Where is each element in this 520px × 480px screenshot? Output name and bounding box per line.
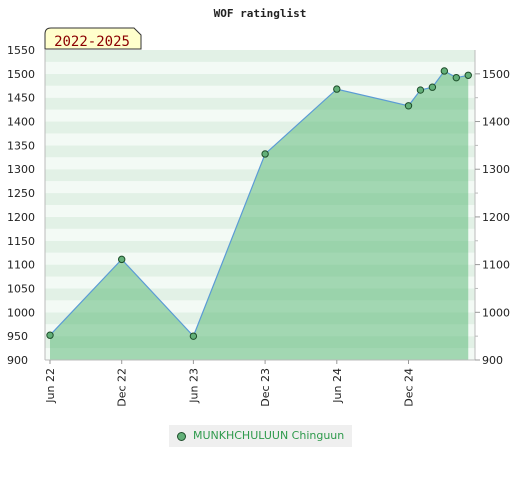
axes: 900 950 1000 1050 1100 1150 1200 1250 1300 1350 14… xyxy=(7,44,510,407)
band xyxy=(45,97,475,110)
band xyxy=(45,157,475,170)
data-points xyxy=(46,67,472,340)
y-tick-right-label: 1000 xyxy=(482,306,510,319)
band xyxy=(45,145,475,158)
data-point xyxy=(428,83,437,91)
chart-title: WOF ratinglist xyxy=(214,7,307,20)
x-tick-label: Dec 22 xyxy=(116,368,129,407)
legend-marker xyxy=(177,432,186,441)
y-tick-left-label: 1000 xyxy=(7,306,35,319)
band xyxy=(45,61,475,74)
data-point xyxy=(333,85,341,93)
y-tick-left-label: 1250 xyxy=(7,187,35,200)
y-tick-right-label: 1300 xyxy=(482,163,510,176)
y-tick-left-label: 1400 xyxy=(7,116,35,129)
y-tick-left-label: 1450 xyxy=(7,92,35,105)
x-tick-label: Dec 23 xyxy=(259,368,272,407)
band xyxy=(45,133,475,146)
data-point xyxy=(118,255,126,264)
band xyxy=(45,73,475,86)
y-tick-left-label: 1200 xyxy=(7,211,35,224)
x-tick-label: Jun 23 xyxy=(187,368,200,404)
data-point xyxy=(452,73,460,82)
data-point xyxy=(416,86,425,94)
y-tick-left-label: 1100 xyxy=(7,259,35,272)
y-tick-left-label: 1300 xyxy=(7,163,35,176)
band xyxy=(45,121,475,134)
y-tick-right-label: 1100 xyxy=(482,259,510,272)
y-tick-left-label: 900 xyxy=(7,354,28,367)
y-tick-left-label: 1150 xyxy=(7,235,35,248)
period-badge: 2022-2025 xyxy=(44,27,142,50)
band xyxy=(45,50,475,62)
data-point xyxy=(404,102,413,110)
y-tick-left-label: 1550 xyxy=(7,44,35,57)
data-point xyxy=(261,150,269,158)
x-tick-label: Dec 24 xyxy=(403,368,416,407)
band xyxy=(45,85,475,98)
y-tick-left-label: 1350 xyxy=(7,139,35,152)
y-tick-right-label: 1400 xyxy=(482,116,510,129)
data-point xyxy=(46,331,54,339)
legend-label: MUNKHCHULUUN Chinguun xyxy=(193,429,345,442)
data-point xyxy=(464,71,472,79)
data-point xyxy=(440,67,449,75)
area-fill xyxy=(50,70,469,360)
y-tick-left-label: 1050 xyxy=(7,282,35,295)
legend: MUNKHCHULUUN Chinguun xyxy=(169,425,353,447)
y-tick-right-label: 1200 xyxy=(482,211,510,224)
data-point xyxy=(189,332,198,340)
band xyxy=(45,109,475,122)
y-tick-right-label: 1500 xyxy=(482,68,510,81)
y-tick-left-label: 950 xyxy=(7,330,28,343)
y-tick-right-label: 900 xyxy=(482,354,503,367)
y-tick-left-label: 1500 xyxy=(7,68,35,81)
period-badge-label: 2022-2025 xyxy=(54,34,130,50)
x-tick-label: Jun 24 xyxy=(331,368,344,404)
x-tick-label: Jun 22 xyxy=(44,368,57,404)
